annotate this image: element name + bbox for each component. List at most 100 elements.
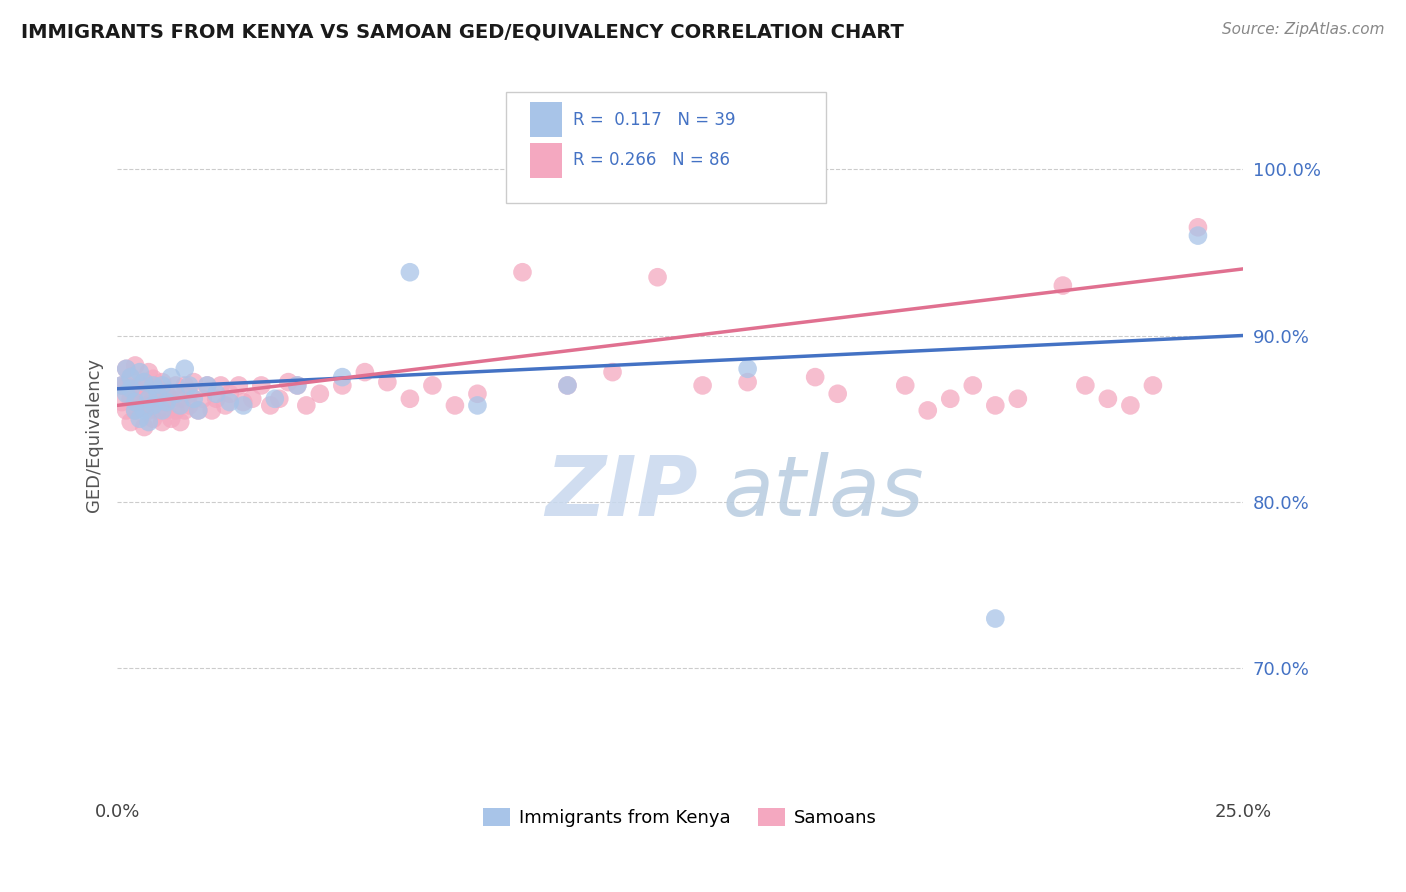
Point: [150, 378, 173, 392]
Point: [115, 386, 138, 401]
Point: [228, 378, 250, 392]
Point: [195, 378, 218, 392]
Point: [399, 265, 422, 279]
Point: [354, 365, 377, 379]
Point: [115, 361, 138, 376]
Point: [115, 403, 138, 417]
Point: [232, 395, 254, 409]
Point: [146, 386, 169, 401]
Point: [263, 392, 285, 406]
Point: [138, 365, 160, 379]
Point: [134, 375, 156, 389]
Point: [984, 611, 1007, 625]
Point: [557, 378, 579, 392]
Bar: [530, 144, 562, 178]
Point: [962, 378, 984, 392]
Point: [1097, 392, 1119, 406]
Point: [191, 392, 214, 406]
Point: [173, 403, 195, 417]
Point: [240, 392, 263, 406]
Point: [120, 415, 142, 429]
Point: [209, 378, 232, 392]
Point: [1187, 228, 1209, 243]
Point: [150, 415, 173, 429]
Point: [134, 420, 156, 434]
Point: [285, 378, 308, 392]
Point: [259, 399, 281, 413]
Point: [827, 386, 849, 401]
Point: [111, 395, 134, 409]
Point: [128, 392, 150, 406]
Point: [134, 403, 156, 417]
Point: [737, 375, 759, 389]
Point: [1074, 378, 1097, 392]
Point: [399, 392, 422, 406]
Point: [308, 386, 330, 401]
Point: [128, 365, 150, 379]
Point: [120, 370, 142, 384]
Point: [1187, 220, 1209, 235]
Point: [179, 399, 201, 413]
Point: [467, 386, 489, 401]
Point: [142, 399, 165, 413]
Point: [165, 386, 187, 401]
Point: [187, 403, 209, 417]
Point: [692, 378, 714, 392]
Point: [138, 415, 160, 429]
Point: [422, 378, 444, 392]
Point: [156, 386, 179, 401]
Point: [467, 399, 489, 413]
Point: [939, 392, 962, 406]
FancyBboxPatch shape: [506, 92, 827, 202]
Point: [134, 399, 156, 413]
Point: [169, 392, 191, 406]
Point: [128, 411, 150, 425]
Point: [205, 392, 228, 406]
Point: [214, 399, 236, 413]
Point: [160, 370, 183, 384]
Point: [218, 386, 240, 401]
Point: [160, 411, 183, 425]
Point: [146, 403, 169, 417]
Point: [146, 382, 169, 396]
Point: [120, 392, 142, 406]
Point: [917, 403, 939, 417]
Point: [285, 378, 308, 392]
Point: [647, 270, 669, 285]
Point: [512, 265, 534, 279]
Point: [150, 375, 173, 389]
Point: [183, 392, 205, 406]
Point: [183, 375, 205, 389]
Point: [160, 392, 183, 406]
Point: [169, 399, 191, 413]
Point: [173, 361, 195, 376]
Point: [179, 386, 201, 401]
Point: [124, 382, 146, 396]
Point: [1052, 278, 1074, 293]
Point: [142, 378, 165, 392]
Point: [115, 361, 138, 376]
Point: [165, 403, 187, 417]
Point: [173, 378, 195, 392]
Point: [156, 395, 179, 409]
Text: Source: ZipAtlas.com: Source: ZipAtlas.com: [1222, 22, 1385, 37]
Point: [142, 411, 165, 425]
Point: [205, 386, 228, 401]
Point: [115, 378, 138, 392]
Text: R = 0.266   N = 86: R = 0.266 N = 86: [574, 152, 730, 169]
Point: [195, 378, 218, 392]
Point: [142, 392, 165, 406]
Point: [1142, 378, 1164, 392]
Point: [269, 392, 291, 406]
Point: [277, 375, 299, 389]
Point: [218, 395, 240, 409]
Point: [134, 375, 156, 389]
Point: [169, 415, 191, 429]
Point: [250, 378, 273, 392]
Point: [165, 378, 187, 392]
Point: [1007, 392, 1029, 406]
Point: [138, 392, 160, 406]
Point: [142, 372, 165, 386]
Point: [179, 378, 201, 392]
Text: IMMIGRANTS FROM KENYA VS SAMOAN GED/EQUIVALENCY CORRELATION CHART: IMMIGRANTS FROM KENYA VS SAMOAN GED/EQUI…: [21, 22, 904, 41]
